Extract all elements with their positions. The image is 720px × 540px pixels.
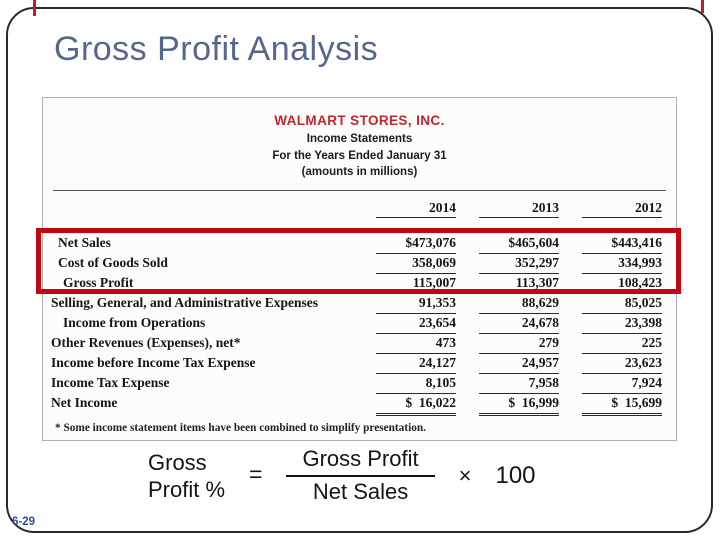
- red-accent-tick-right: [701, 0, 704, 13]
- row-label: Cost of Goods Sold: [58, 254, 168, 270]
- row-value: $473,076: [376, 233, 456, 254]
- row-value-cell: 7,958: [456, 373, 559, 394]
- gross-profit-formula: Gross Profit % = Gross Profit Net Sales …: [148, 446, 536, 505]
- formula-lhs-line2: Profit %: [148, 476, 226, 502]
- year-label: 2013: [479, 200, 559, 218]
- slide-border: [6, 7, 713, 533]
- table-row: Income Tax Expense 8,105 7,958 7,924: [43, 373, 676, 394]
- row-label: Other Revenues (Expenses), net*: [51, 334, 241, 350]
- row-value-cell: 358,069: [353, 253, 456, 274]
- year-row-spacer: [51, 200, 353, 224]
- row-label: Income Tax Expense: [51, 374, 170, 390]
- formula-lhs: Gross Profit %: [148, 449, 225, 503]
- row-value: 88,629: [479, 293, 559, 314]
- table-row: Income before Income Tax Expense 24,127 24…: [43, 353, 676, 374]
- row-label: Net Sales: [58, 234, 111, 250]
- row-value-cell: $443,416: [559, 233, 662, 254]
- row-value: 85,025: [582, 293, 662, 314]
- row-value-cell: 352,297: [456, 253, 559, 274]
- row-value-cell: 473: [353, 333, 456, 354]
- row-value: 24,678: [479, 313, 559, 334]
- table-row: Net Income $ 16,022 $ 16,999 $ 15,699: [43, 393, 676, 416]
- income-statement-exhibit: WALMART STORES, INC. Income Statements F…: [42, 97, 677, 441]
- table-row: Other Revenues (Expenses), net* 473 279 225: [43, 333, 676, 354]
- row-value-cell: 23,398: [559, 313, 662, 334]
- row-label: Income from Operations: [63, 314, 206, 330]
- row-value: 7,958: [479, 373, 559, 394]
- fraction-numerator: Gross Profit: [286, 446, 435, 477]
- row-value-cell: 24,678: [456, 313, 559, 334]
- row-value: 279: [479, 333, 559, 354]
- row-value-cell: 279: [456, 333, 559, 354]
- row-value: 225: [582, 333, 662, 354]
- row-value: $465,604: [479, 233, 559, 254]
- statement-footnote: * Some income statement items have been …: [55, 421, 426, 434]
- year-header-2012: 2012: [559, 200, 662, 224]
- gross-profit-highlight-box: [36, 228, 681, 294]
- multiplication-sign: ×: [458, 462, 472, 488]
- slide-title: Gross Profit Analysis: [54, 30, 379, 68]
- row-value-cell: $ 15,699: [559, 393, 662, 416]
- row-value-cell: 24,957: [456, 353, 559, 374]
- row-value: 23,654: [376, 313, 456, 334]
- row-value-cell: 8,105: [353, 373, 456, 394]
- red-accent-tick-left: [33, 0, 36, 16]
- table-row: Income from Operations 23,654 24,678 23,398: [43, 313, 676, 334]
- row-value: 352,297: [479, 253, 559, 274]
- row-value-cell: 88,629: [456, 293, 559, 314]
- row-value: 23,398: [582, 313, 662, 334]
- row-value-cell: 334,993: [559, 253, 662, 274]
- row-value-cell: $473,076: [353, 233, 456, 254]
- row-value: $ 15,699: [582, 393, 662, 416]
- row-value-cell: $ 16,999: [456, 393, 559, 416]
- year-label: 2012: [582, 200, 662, 218]
- row-value-cell: 23,623: [559, 353, 662, 374]
- row-value: $ 16,999: [479, 393, 559, 416]
- row-value: 24,127: [376, 353, 456, 374]
- row-label: Income before Income Tax Expense: [51, 354, 256, 370]
- row-value: 334,993: [582, 253, 662, 274]
- row-value: 23,623: [582, 353, 662, 374]
- formula-lhs-line1: Gross: [148, 449, 207, 475]
- table-row: Selling, General, and Administrative Exp…: [43, 293, 676, 314]
- formula-fraction: Gross Profit Net Sales: [286, 446, 435, 505]
- row-value: 8,105: [376, 373, 456, 394]
- header-divider: [53, 189, 666, 191]
- year-header-2014: 2014: [353, 200, 456, 224]
- row-value: 358,069: [376, 253, 456, 274]
- row-value-cell: 24,127: [353, 353, 456, 374]
- table-row: Net Sales $473,076 $465,604 $443,416: [43, 233, 676, 254]
- statement-period: For the Years Ended January 31: [272, 149, 447, 162]
- row-value-cell: 225: [559, 333, 662, 354]
- formula-constant: 100: [495, 461, 536, 489]
- year-label: 2014: [376, 200, 456, 218]
- row-value: 24,957: [479, 353, 559, 374]
- row-value: $443,416: [582, 233, 662, 254]
- slide-page-number: 6-29: [12, 516, 36, 528]
- row-value: 473: [376, 333, 456, 354]
- row-value: $ 16,022: [376, 393, 456, 416]
- row-value-cell: 85,025: [559, 293, 662, 314]
- row-label: Gross Profit: [63, 274, 134, 290]
- row-value-cell: 91,353: [353, 293, 456, 314]
- row-value: 7,924: [582, 373, 662, 394]
- equals-sign: =: [249, 461, 263, 487]
- statement-units: (amounts in millions): [301, 166, 418, 178]
- statement-header: WALMART STORES, INC. Income Statements F…: [43, 98, 676, 181]
- row-value-cell: $465,604: [456, 233, 559, 254]
- company-name: WALMART STORES, INC.: [274, 113, 445, 128]
- row-value-cell: $ 16,022: [353, 393, 456, 416]
- row-label: Net Income: [51, 394, 118, 410]
- row-value-cell: 23,654: [353, 313, 456, 334]
- year-header-row: 2014 2013 2012: [43, 200, 676, 224]
- statement-title: Income Statements: [306, 133, 413, 145]
- year-header-2013: 2013: [456, 200, 559, 224]
- row-value-cell: 7,924: [559, 373, 662, 394]
- fraction-denominator: Net Sales: [312, 479, 409, 504]
- row-value: 91,353: [376, 293, 456, 314]
- table-row: Cost of Goods Sold 358,069 352,297 334,993: [43, 253, 676, 274]
- row-label: Selling, General, and Administrative Exp…: [51, 294, 319, 310]
